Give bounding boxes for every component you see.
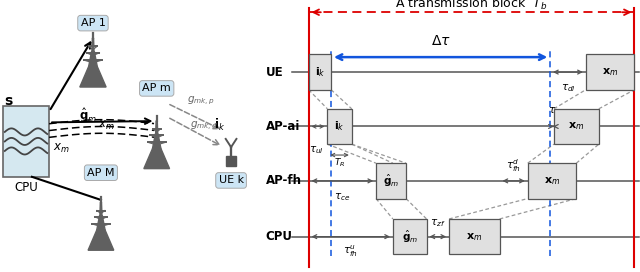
Text: AP M: AP M [87,168,115,178]
Text: $\mathbf{x}_m$: $\mathbf{x}_m$ [466,231,483,243]
Text: $x_m$: $x_m$ [98,119,115,132]
Text: $\mathbf{x}_m$: $\mathbf{x}_m$ [544,175,560,187]
Text: $g_{mk,d}$: $g_{mk,d}$ [190,120,219,133]
Text: $\tau_{tx}$: $\tau_{tx}$ [548,106,563,118]
Text: UE: UE [266,66,284,79]
Polygon shape [144,149,170,169]
Text: AP-fh: AP-fh [266,174,301,187]
Text: $\hat{\mathbf{g}}_m$: $\hat{\mathbf{g}}_m$ [383,173,399,189]
Text: $g_{mk,p}$: $g_{mk,p}$ [187,94,214,107]
Bar [393,219,427,254]
Bar [3,106,49,177]
Text: AP m: AP m [142,84,171,93]
Text: $\hat{\mathbf{g}}_m$: $\hat{\mathbf{g}}_m$ [79,106,97,125]
Text: $\Delta\tau$: $\Delta\tau$ [431,34,451,48]
Text: $T_R$: $T_R$ [334,157,345,169]
Text: AP 1: AP 1 [81,18,106,28]
Text: $\mathbf{i}_k$: $\mathbf{i}_k$ [214,117,225,133]
Text: $\tau^d_{fh}$: $\tau^d_{fh}$ [506,157,521,174]
Text: $\tau^u_{fh}$: $\tau^u_{fh}$ [343,244,358,259]
Text: $\tau_{ce}$: $\tau_{ce}$ [334,191,351,203]
Bar [226,156,236,166]
Polygon shape [92,38,94,52]
Text: $\mathbf{i}_k$: $\mathbf{i}_k$ [334,120,345,133]
Polygon shape [152,134,161,149]
Text: $\tau_{ul}$: $\tau_{ul}$ [308,144,324,156]
Bar [328,109,352,144]
Text: $\tau_{dl}$: $\tau_{dl}$ [561,82,575,94]
Text: $x_m$: $x_m$ [52,142,70,155]
Text: AP-ai: AP-ai [266,120,300,133]
Polygon shape [88,230,114,250]
Polygon shape [156,121,157,134]
Text: A transmission block  $T_b$: A transmission block $T_b$ [396,0,548,12]
Polygon shape [97,216,105,230]
Text: $\mathbf{s}$: $\mathbf{s}$ [4,94,14,108]
Polygon shape [100,202,102,216]
Text: CPU: CPU [266,230,292,243]
Text: $\mathbf{i}_k$: $\mathbf{i}_k$ [314,65,325,79]
Polygon shape [80,66,106,87]
Text: $\mathbf{x}_m$: $\mathbf{x}_m$ [568,120,584,132]
Bar [449,219,500,254]
Text: $\hat{\mathbf{g}}_m$: $\hat{\mathbf{g}}_m$ [402,228,418,245]
Text: $\mathbf{x}_m$: $\mathbf{x}_m$ [602,66,618,78]
Polygon shape [89,52,97,66]
Bar [527,163,577,199]
Bar [554,109,599,144]
Bar [376,163,406,199]
Text: CPU: CPU [14,181,38,194]
Text: UE k: UE k [218,175,244,186]
Bar [586,54,634,90]
Text: $\tau_{zf}$: $\tau_{zf}$ [430,217,445,229]
Bar [308,54,331,90]
